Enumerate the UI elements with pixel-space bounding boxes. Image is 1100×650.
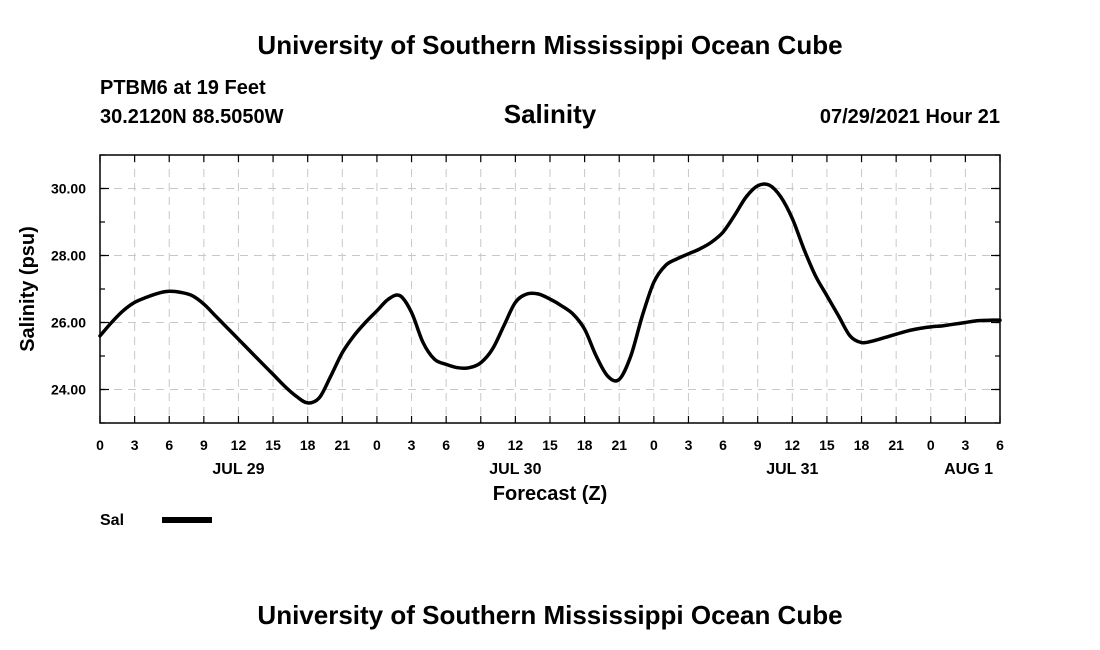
x-tick-label: 15: [542, 437, 558, 453]
y-tick-labels: 24.00 26.00 28.00 30.00: [51, 181, 86, 398]
date-label: JUL 31: [766, 461, 818, 478]
page-title: University of Southern Mississippi Ocean…: [257, 30, 843, 60]
date-label: JUL 30: [489, 461, 541, 478]
station-coords: 30.2120N 88.5050W: [100, 106, 284, 128]
x-tick-label: 6: [996, 437, 1004, 453]
salinity-line: [98, 182, 1002, 405]
x-tick-label: 6: [165, 437, 173, 453]
y-axis-label: Salinity (psu): [17, 226, 39, 352]
x-tick-label: 21: [335, 437, 351, 453]
y-tick-label: 28.00: [51, 248, 86, 264]
x-tick-label: 6: [719, 437, 727, 453]
x-tick-label: 9: [754, 437, 762, 453]
x-tick-label: 0: [927, 437, 935, 453]
x-tick-label: 9: [200, 437, 208, 453]
footer-title: University of Southern Mississippi Ocean…: [257, 600, 843, 630]
date-labels: JUL 29 JUL 30 JUL 31 AUG 1: [212, 461, 993, 478]
x-tick-label: 12: [508, 437, 524, 453]
x-tick-label: 3: [131, 437, 139, 453]
x-tick-label: 21: [611, 437, 627, 453]
x-tick-label: 0: [650, 437, 658, 453]
x-tick-label: 15: [819, 437, 835, 453]
x-tick-label: 18: [300, 437, 316, 453]
station-name: PTBM6 at 19 Feet: [100, 77, 266, 99]
x-tick-label: 3: [685, 437, 693, 453]
x-tick-label: 3: [408, 437, 416, 453]
x-tick-label: 15: [265, 437, 281, 453]
x-tick-label: 3: [961, 437, 969, 453]
x-tick-label: 0: [96, 437, 104, 453]
x-tick-label: 12: [231, 437, 247, 453]
legend-label: Sal: [100, 512, 124, 529]
chart-title: Salinity: [503, 99, 597, 129]
date-label: JUL 29: [212, 461, 264, 478]
x-tick-label: 0: [373, 437, 381, 453]
x-tick-labels: 0 3 6 9 12 15 18 21 0 3 6 9 12 15 18 21 0 3 6 9 12 15 18 21 0 3 6: [96, 437, 1004, 453]
x-tick-label: 21: [888, 437, 904, 453]
y-tick-label: 24.00: [51, 382, 86, 398]
x-tick-label: 12: [785, 437, 801, 453]
x-tick-label: 6: [442, 437, 450, 453]
grid-lines: [100, 155, 1000, 423]
x-axis-label: Forecast (Z): [493, 483, 607, 505]
x-tick-label: 18: [577, 437, 593, 453]
axis-ticks: [99, 154, 1001, 424]
y-tick-label: 30.00: [51, 181, 86, 197]
x-tick-label: 9: [477, 437, 485, 453]
forecast-datetime: 07/29/2021 Hour 21: [819, 106, 1000, 128]
date-label: AUG 1: [944, 461, 993, 478]
x-tick-label: 18: [854, 437, 870, 453]
y-tick-label: 26.00: [51, 315, 86, 331]
